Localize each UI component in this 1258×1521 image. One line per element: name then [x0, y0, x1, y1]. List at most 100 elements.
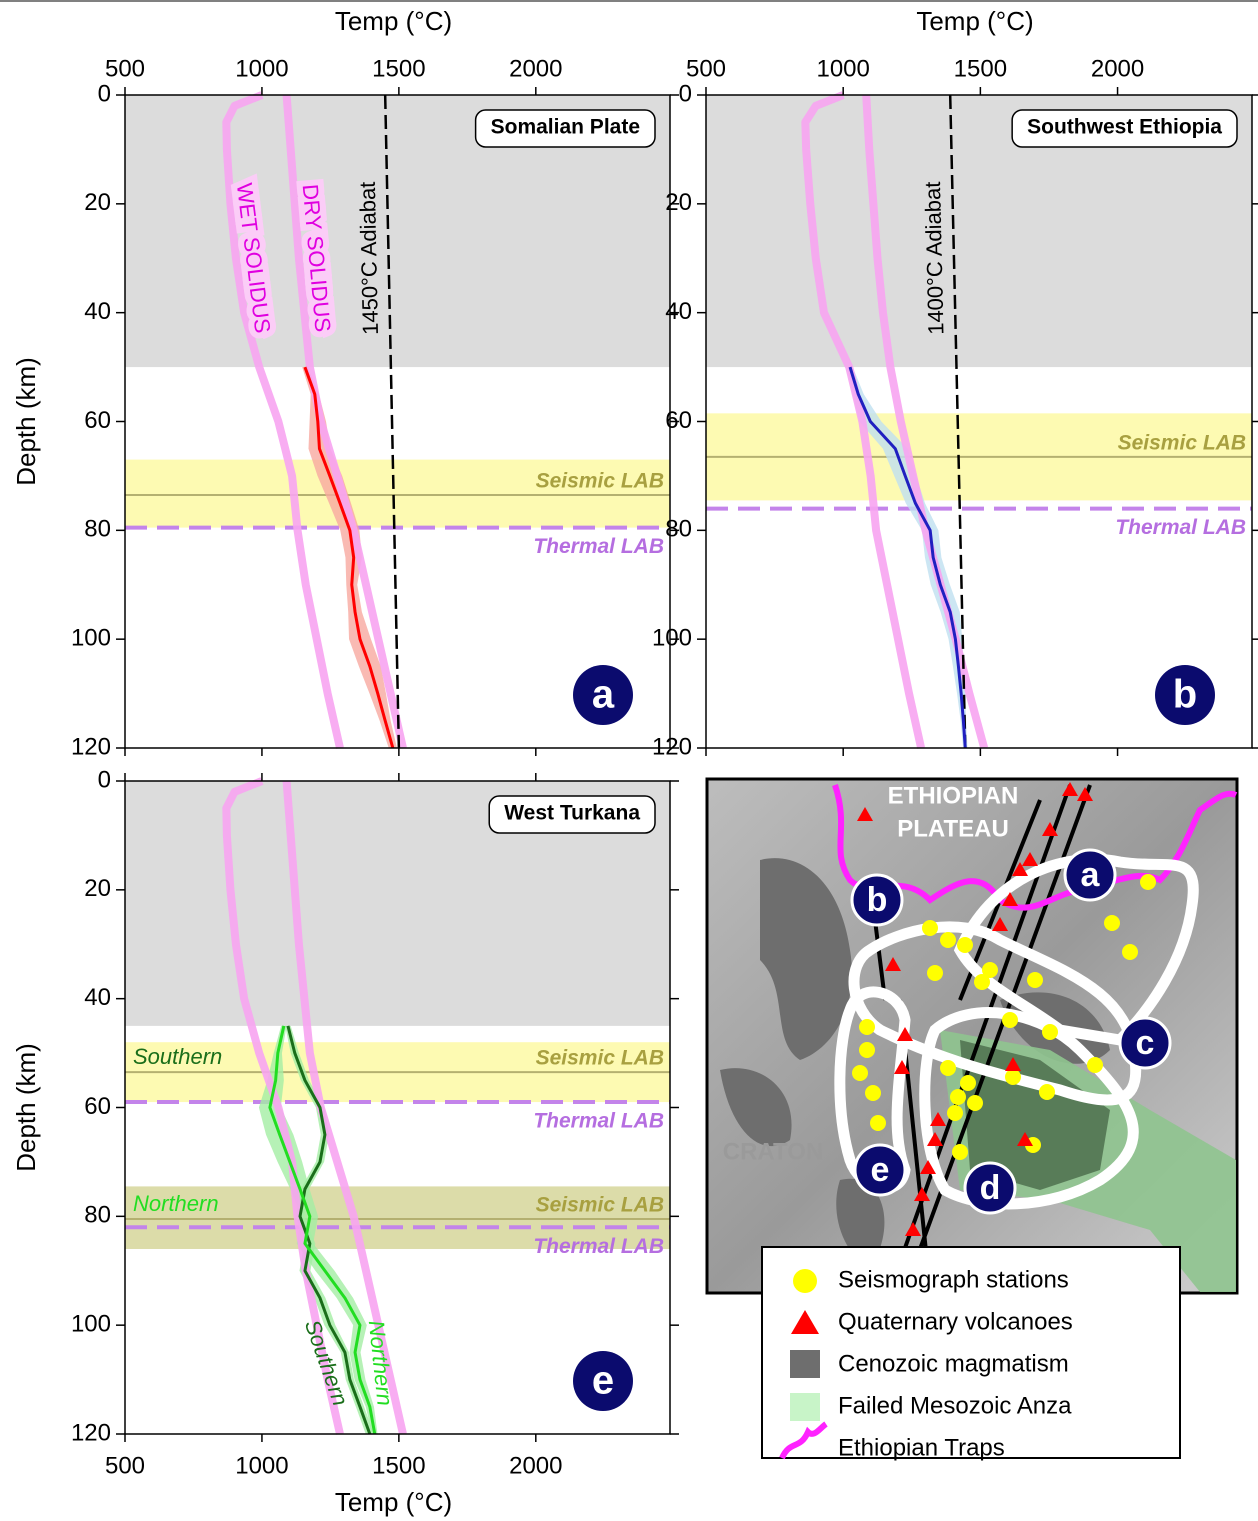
- station: [940, 932, 956, 948]
- panel-letter: a: [592, 673, 615, 717]
- region-label: Northern: [133, 1191, 219, 1216]
- thermal-lab-label: Thermal LAB: [1115, 516, 1246, 539]
- station: [1087, 1057, 1103, 1073]
- legend-label: Quaternary volcanoes: [838, 1308, 1073, 1335]
- x-tick-label: 1000: [816, 55, 869, 82]
- region-letter: e: [871, 1151, 890, 1189]
- figure: ETHIOPIAN PLATEAU CRATON a b c d e Seismogra…: [0, 0, 1258, 1521]
- station: [940, 1060, 956, 1076]
- panel: Seismic LAB Thermal LAB 1400°C Adiabat 500 1…: [652, 6, 1258, 760]
- panel: Seismic LAB Thermal LAB Southern Seismic LA…: [11, 766, 679, 1517]
- series-label: 1450°C Adiabat: [355, 181, 383, 335]
- legend-icon: [790, 1393, 820, 1421]
- y-tick-label: 60: [84, 407, 111, 434]
- panel-title: West Turkana: [504, 802, 640, 825]
- station: [947, 1105, 963, 1121]
- x-axis-label: Temp (°C): [335, 1487, 452, 1517]
- legend-label: Ethiopian Traps: [838, 1434, 1005, 1461]
- x-tick-label: 1000: [235, 55, 288, 82]
- y-tick-label: 120: [71, 733, 111, 760]
- y-tick-label: 0: [98, 80, 111, 107]
- y-tick-label: 40: [84, 984, 111, 1011]
- thermal-lab-label: Thermal LAB: [533, 1110, 664, 1133]
- station: [859, 1042, 875, 1058]
- station: [1005, 1069, 1021, 1085]
- y-tick-label: 60: [84, 1093, 111, 1120]
- seismic-lab-label: Seismic LAB: [536, 1194, 664, 1217]
- station: [1042, 1024, 1058, 1040]
- y-axis-label: Depth (km): [11, 1043, 41, 1172]
- station: [967, 1095, 983, 1111]
- station: [952, 1144, 968, 1160]
- y-tick-label: 100: [71, 625, 111, 652]
- station: [865, 1085, 881, 1101]
- y-tick-label: 120: [652, 733, 692, 760]
- seismic-lab-label: Seismic LAB: [536, 1047, 664, 1070]
- y-tick-label: 80: [665, 516, 692, 543]
- y-tick-label: 100: [71, 1311, 111, 1338]
- series-label: 1400°C Adiabat: [920, 181, 949, 335]
- x-tick-label: 1500: [954, 55, 1007, 82]
- station: [870, 1115, 886, 1131]
- station: [852, 1065, 868, 1081]
- panel-letter: b: [1173, 673, 1197, 717]
- station: [1039, 1084, 1055, 1100]
- y-tick-label: 20: [665, 189, 692, 216]
- map-label: ETHIOPIAN: [888, 782, 1019, 809]
- legend-icon: [793, 1269, 817, 1293]
- legend-label: Seismograph stations: [838, 1266, 1069, 1293]
- panel-title: Somalian Plate: [491, 116, 640, 139]
- seismic-lab-label: Seismic LAB: [1118, 431, 1246, 454]
- x-tick-label: 1500: [372, 1452, 425, 1479]
- map-panel: ETHIOPIAN PLATEAU CRATON a b c d e Seismogra…: [707, 779, 1237, 1461]
- legend-label: Failed Mesozoic Anza: [838, 1392, 1072, 1419]
- x-tick-label: 500: [105, 55, 145, 82]
- station: [922, 920, 938, 936]
- region-label: Southern: [133, 1044, 222, 1069]
- region-letter: d: [980, 1169, 1001, 1207]
- thermal-lab-label: Thermal LAB: [533, 535, 664, 558]
- x-tick-label: 2000: [509, 55, 562, 82]
- station: [1002, 1012, 1018, 1028]
- map-label: CRATON: [723, 1138, 823, 1165]
- y-tick-label: 120: [71, 1419, 111, 1446]
- y-tick-label: 20: [84, 875, 111, 902]
- y-axis-label: Depth (km): [11, 357, 41, 486]
- x-axis-label: Temp (°C): [335, 6, 452, 36]
- y-tick-label: 80: [84, 516, 111, 543]
- y-tick-label: 0: [98, 766, 111, 793]
- station: [974, 974, 990, 990]
- thermal-lab-label: Thermal LAB: [533, 1235, 664, 1258]
- y-tick-label: 60: [665, 407, 692, 434]
- station: [1104, 915, 1120, 931]
- station: [950, 1089, 966, 1105]
- x-tick-label: 500: [105, 1452, 145, 1479]
- panel-title: Southwest Ethiopia: [1027, 116, 1222, 139]
- x-tick-label: 1500: [372, 55, 425, 82]
- x-tick-label: 1000: [235, 1452, 288, 1479]
- station: [957, 937, 973, 953]
- region-letter: c: [1136, 1024, 1155, 1062]
- seismic-lab-label: Seismic LAB: [536, 470, 664, 493]
- map-label: PLATEAU: [897, 815, 1009, 842]
- legend-icon: [790, 1350, 820, 1378]
- station: [927, 965, 943, 981]
- station: [1122, 944, 1138, 960]
- station: [1027, 972, 1043, 988]
- x-tick-label: 2000: [509, 1452, 562, 1479]
- x-tick-label: 500: [686, 55, 726, 82]
- y-tick-label: 80: [84, 1202, 111, 1229]
- x-tick-label: 2000: [1091, 55, 1144, 82]
- panel-letter: e: [592, 1359, 614, 1403]
- y-tick-label: 40: [84, 298, 111, 325]
- station: [859, 1019, 875, 1035]
- legend-label: Cenozoic magmatism: [838, 1350, 1069, 1377]
- station: [960, 1075, 976, 1091]
- x-axis-label: Temp (°C): [916, 6, 1033, 36]
- station: [1140, 874, 1156, 890]
- region-letter: b: [867, 881, 888, 919]
- y-tick-label: 100: [652, 625, 692, 652]
- region-letter: a: [1081, 856, 1101, 894]
- y-tick-label: 0: [679, 80, 692, 107]
